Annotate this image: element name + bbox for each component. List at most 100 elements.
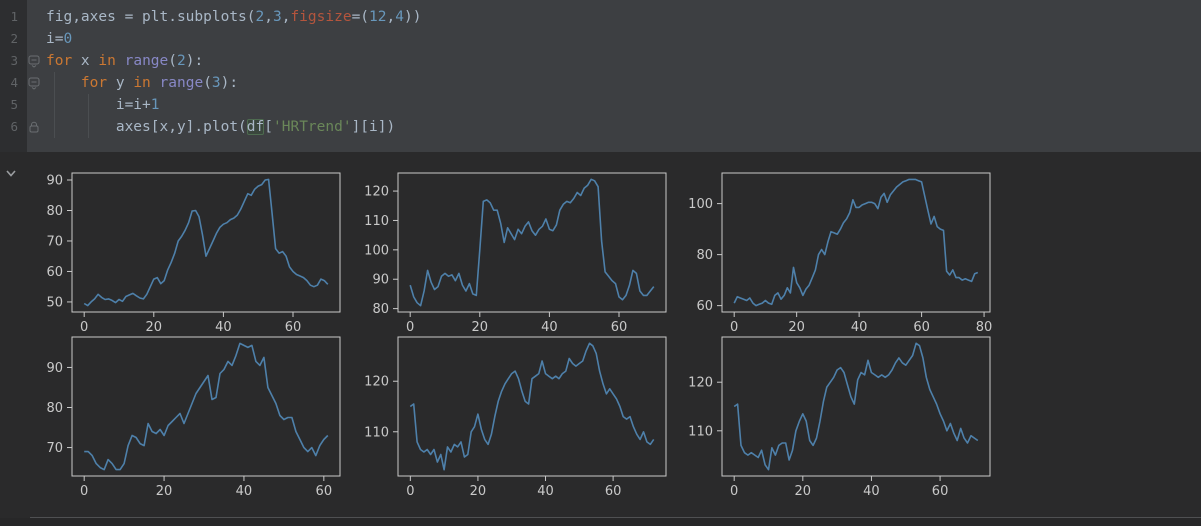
y-tick-label: 90	[46, 174, 63, 189]
subplot-2: 80 90 100 110 120 0 20 40 60	[348, 169, 678, 337]
subplot-3-canvas: 60 80 100 0 20 40 60 80	[688, 172, 993, 335]
x-tick-label: 40	[537, 484, 554, 499]
code-line: 1 fig,axes = plt.subplots(2,3,figsize=(12…	[0, 6, 1201, 28]
x-tick-label: 0	[730, 484, 738, 499]
x-tick-label: 0	[406, 484, 414, 499]
subplot-6: 110 120 0 20 40 60	[672, 333, 1002, 501]
x-tick-label: 40	[851, 320, 868, 335]
x-tick-label: 60	[611, 320, 628, 335]
code-text: i=0	[46, 31, 73, 47]
code-line: 4 for y in range(3):	[0, 72, 1201, 94]
x-tick-label: 0	[730, 320, 738, 335]
axes-spines	[397, 172, 667, 313]
x-tick-label: 40	[215, 320, 232, 335]
code-line: 2 i=0	[0, 28, 1201, 50]
fold-end-icon	[29, 121, 39, 133]
x-tick-label: 60	[285, 320, 302, 335]
code-text: for y in range(3):	[80, 75, 239, 91]
subplot-1: 50 60 70 80 90 0 20 40 60	[22, 169, 352, 337]
cell-divider	[30, 517, 1201, 518]
x-tick-label: 20	[795, 484, 812, 499]
indent-guide	[54, 72, 55, 138]
y-tick-label: 90	[46, 361, 63, 376]
line-number: 4	[10, 75, 18, 90]
code-line: 6 axes[x,y].plot(df['HRTrend'][i])	[0, 116, 1201, 138]
x-tick-label: 20	[788, 320, 805, 335]
line-number: 6	[10, 119, 18, 134]
x-tick-label: 0	[406, 320, 414, 335]
code-text: i=i+1	[46, 97, 160, 113]
axes-spines	[71, 336, 341, 477]
y-tick-label: 120	[364, 375, 389, 390]
plot-line	[409, 342, 655, 471]
subplot-5-canvas: 110 120 0 20 40 60	[364, 336, 667, 499]
x-tick-label: 20	[156, 484, 173, 499]
y-tick-label: 80	[696, 248, 713, 263]
fold-collapse-gutter[interactable]	[27, 50, 46, 72]
x-tick-label: 20	[472, 320, 489, 335]
subplot-4: 70 80 90 0 20 40 60	[22, 333, 352, 501]
x-tick-label: 60	[316, 484, 333, 499]
plot-line	[83, 178, 329, 307]
subplot-5: 110 120 0 20 40 60	[348, 333, 678, 501]
y-tick-label: 110	[364, 214, 389, 229]
axes-spines	[397, 336, 667, 477]
line-number: 3	[10, 53, 18, 68]
x-tick-label: 0	[80, 320, 88, 335]
y-tick-label: 70	[46, 234, 63, 249]
code-text: axes[x,y].plot(df['HRTrend'][i])	[46, 119, 396, 135]
line-number: 1	[10, 9, 18, 24]
subplot-4-canvas: 70 80 90 0 20 40 60	[46, 336, 341, 499]
x-tick-label: 80	[976, 320, 993, 335]
x-tick-label: 20	[470, 484, 487, 499]
plot-line	[409, 178, 655, 307]
code-line: 5 i=i+1	[0, 94, 1201, 116]
subplot-2-canvas: 80 90 100 110 120 0 20 40 60	[364, 172, 667, 335]
fold-gutter	[27, 28, 46, 50]
fold-gutter	[27, 6, 46, 28]
fold-end-gutter[interactable]	[27, 116, 46, 138]
line-number: 5	[10, 97, 18, 112]
y-tick-label: 80	[46, 401, 63, 416]
plot-line	[84, 342, 329, 471]
x-tick-label: 40	[863, 484, 880, 499]
x-tick-label: 60	[932, 484, 949, 499]
y-tick-label: 70	[46, 441, 63, 456]
y-tick-label: 100	[688, 197, 713, 212]
y-tick-label: 50	[46, 295, 63, 310]
line-number: 2	[10, 31, 18, 46]
y-tick-label: 90	[372, 273, 389, 288]
y-tick-label: 120	[364, 185, 389, 200]
fold-collapse-icon	[28, 55, 40, 68]
x-tick-label: 20	[146, 320, 163, 335]
axes-spines	[71, 172, 341, 313]
indent-guide	[88, 94, 89, 138]
plot-line	[733, 178, 979, 307]
y-tick-label: 100	[364, 243, 389, 258]
x-tick-label: 40	[236, 484, 253, 499]
fold-collapse-icon	[28, 77, 40, 90]
code-text: for x in range(2):	[46, 53, 204, 69]
collapse-output-icon[interactable]	[4, 163, 18, 182]
y-tick-label: 110	[364, 425, 389, 440]
code-line: 3 for x in range(2):	[0, 50, 1201, 72]
code-editor-cell[interactable]: 1 fig,axes = plt.subplots(2,3,figsize=(12…	[0, 0, 1201, 152]
fold-gutter	[27, 94, 46, 116]
x-tick-label: 60	[913, 320, 930, 335]
code-text: fig,axes = plt.subplots(2,3,figsize=(12,…	[46, 9, 422, 25]
axes-spines	[721, 336, 991, 477]
x-tick-label: 60	[605, 484, 622, 499]
axes-spines	[721, 172, 991, 313]
y-tick-label: 60	[46, 265, 63, 280]
y-tick-label: 110	[688, 424, 713, 439]
next-cell-gap	[0, 518, 1201, 526]
y-tick-label: 80	[372, 302, 389, 317]
subplot-3: 60 80 100 0 20 40 60 80	[672, 169, 1002, 337]
y-tick-label: 80	[46, 204, 63, 219]
y-tick-label: 60	[696, 299, 713, 314]
cell-output-area: 50 60 70 80 90 0 20 40 60 80 90 100 110 120 0 20 40 60 60 8…	[0, 152, 1201, 526]
fold-collapse-gutter[interactable]	[27, 72, 46, 94]
x-tick-label: 40	[541, 320, 558, 335]
y-tick-label: 120	[688, 376, 713, 391]
x-tick-label: 0	[80, 484, 88, 499]
